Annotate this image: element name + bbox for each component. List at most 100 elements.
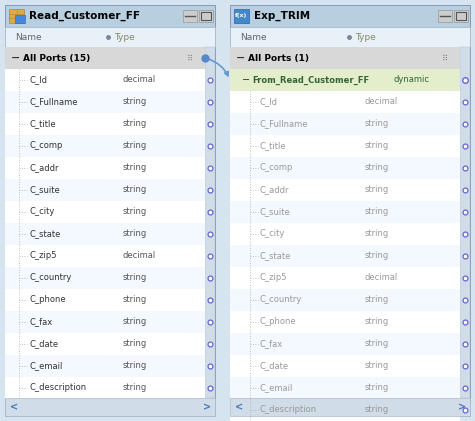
Bar [454,10,468,22]
Bar [5,113,205,135]
Text: dynamic: dynamic [393,75,429,85]
Bar [5,333,205,355]
Text: C_city: C_city [29,208,54,216]
Text: Type: Type [114,32,135,42]
Bar [456,12,466,20]
Text: string: string [123,141,147,150]
Bar [230,289,460,311]
Bar [230,91,460,113]
Bar [230,311,460,333]
Text: Exp_TRIM: Exp_TRIM [254,11,310,21]
Text: −: − [242,75,250,85]
Text: C_Id: C_Id [29,75,47,85]
Bar [5,5,215,27]
Text: ⠿: ⠿ [442,53,448,62]
Text: All Ports (1): All Ports (1) [248,53,309,62]
Text: C_suite: C_suite [29,186,60,195]
Bar [5,223,205,245]
Bar [230,27,470,47]
Text: All Ports (15): All Ports (15) [23,53,90,62]
Bar [230,377,460,399]
Bar [5,135,205,157]
Text: C_zip5: C_zip5 [29,251,57,261]
Text: Name: Name [15,32,42,42]
Text: C_state: C_state [29,229,60,239]
Text: string: string [364,362,389,370]
Text: C_Fullname: C_Fullname [260,120,308,128]
Text: C_comp: C_comp [260,163,294,173]
Bar [5,69,205,91]
Bar [5,5,215,416]
Text: string: string [364,163,389,173]
Text: C_suite: C_suite [260,208,291,216]
Text: Name: Name [240,32,266,42]
Text: C_date: C_date [29,339,58,349]
Text: C_country: C_country [29,274,71,282]
Bar [230,245,460,267]
Text: string: string [364,208,389,216]
Bar [230,113,460,135]
Bar [9,9,24,23]
Text: string: string [123,339,147,349]
Text: <: < [235,402,243,412]
Text: C_addr: C_addr [260,186,289,195]
Text: C_description: C_description [29,384,86,392]
Text: Type: Type [355,32,376,42]
Text: string: string [364,384,389,392]
Bar [230,355,460,377]
Text: Read_Customer_FF: Read_Customer_FF [29,11,140,21]
Text: From_Read_Customer_FF: From_Read_Customer_FF [252,75,369,85]
Text: string: string [123,229,147,239]
Bar [460,47,470,398]
Text: C_country: C_country [260,296,303,304]
Text: decimal: decimal [123,251,156,261]
Bar [5,91,205,113]
Text: string: string [364,186,389,195]
Text: string: string [123,296,147,304]
Text: f(x): f(x) [236,13,247,19]
Text: −: − [11,53,20,63]
Text: C_date: C_date [260,362,289,370]
Bar [230,135,460,157]
Text: C_addr: C_addr [29,163,58,173]
Text: C_phone: C_phone [260,317,296,327]
Text: string: string [123,98,147,107]
Bar [5,289,205,311]
Text: <: < [10,402,18,412]
Text: string: string [123,362,147,370]
Text: −: − [236,53,246,63]
Bar [230,333,460,355]
Text: C_city: C_city [260,229,285,239]
Bar [230,5,470,27]
Bar [15,15,25,23]
Text: string: string [364,229,389,239]
Text: C_fax: C_fax [29,317,52,327]
Bar [230,5,470,416]
Text: string: string [364,317,389,327]
Text: >: > [458,402,466,412]
Text: C_comp: C_comp [29,141,62,150]
Bar [5,157,205,179]
Bar [438,10,452,22]
Bar [183,10,197,22]
Bar [5,201,205,223]
Text: string: string [123,120,147,128]
Text: string: string [364,339,389,349]
Bar [5,245,205,267]
Text: ⠿: ⠿ [187,53,193,62]
Text: string: string [123,384,147,392]
Bar [199,10,213,22]
Bar [5,47,205,69]
Text: string: string [123,186,147,195]
Text: string: string [123,317,147,327]
Bar [205,47,215,398]
Text: C_email: C_email [29,362,62,370]
Text: C_phone: C_phone [29,296,66,304]
Bar [234,9,249,23]
Text: decimal: decimal [123,75,156,85]
Bar [230,223,460,245]
Bar [5,311,205,333]
Bar [5,377,205,399]
Bar [230,201,460,223]
Bar [230,157,460,179]
